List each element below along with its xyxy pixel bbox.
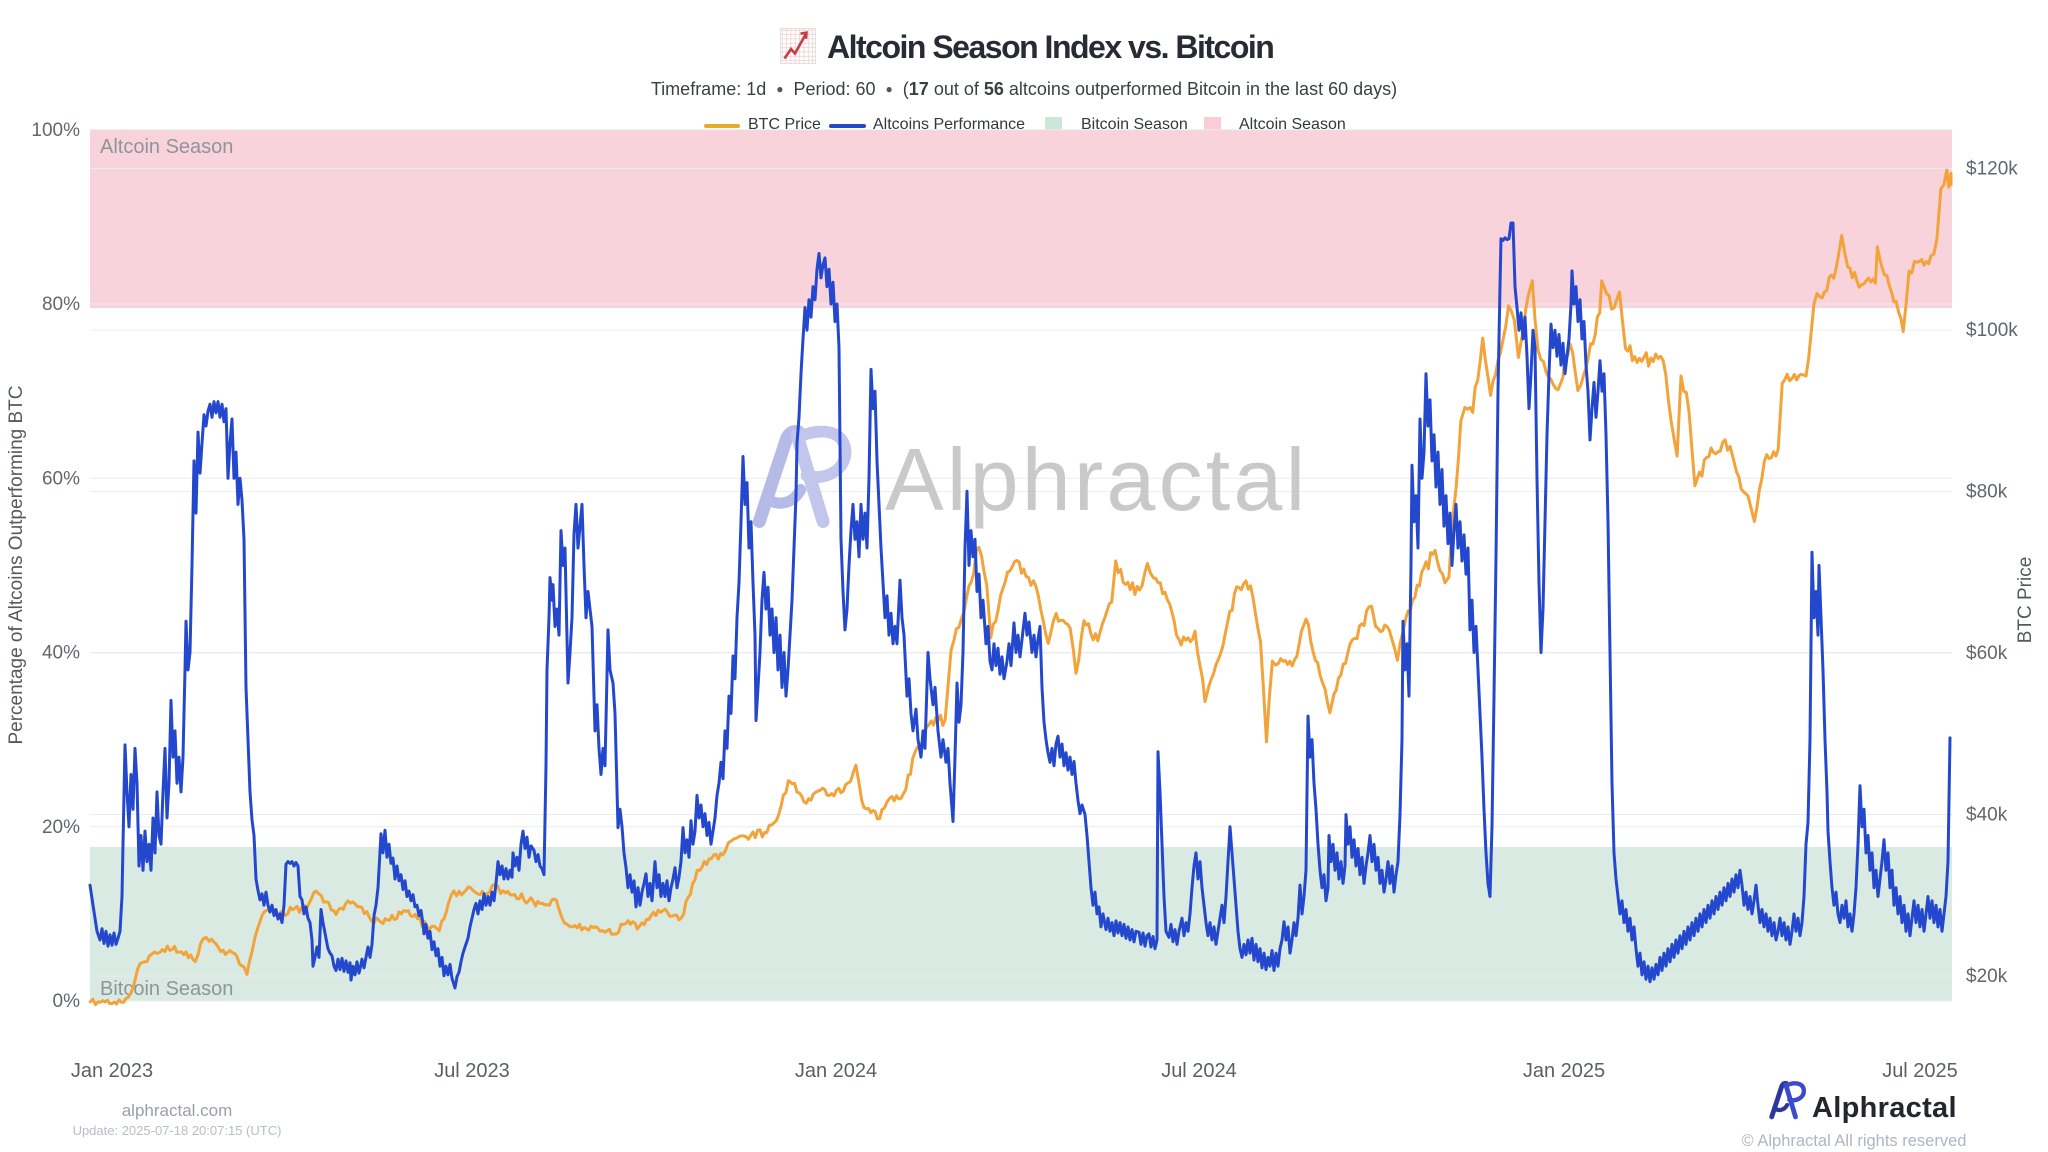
- svg-text:Jul 2024: Jul 2024: [1161, 1060, 1237, 1082]
- svg-text:20%: 20%: [42, 817, 80, 838]
- svg-text:$100k: $100k: [1966, 320, 2018, 341]
- svg-text:Jan 2023: Jan 2023: [71, 1060, 153, 1082]
- svg-text:Update: 2025-07-18 20:07:15 (U: Update: 2025-07-18 20:07:15 (UTC): [73, 1123, 282, 1138]
- svg-text:$60k: $60k: [1966, 643, 2008, 664]
- svg-text:Jul 2025: Jul 2025: [1882, 1060, 1958, 1082]
- svg-text:80%: 80%: [42, 294, 80, 315]
- svg-text:Jan 2025: Jan 2025: [1523, 1060, 1605, 1082]
- svg-text:$40k: $40k: [1966, 805, 2008, 826]
- svg-text:$120k: $120k: [1966, 159, 2018, 180]
- svg-text:$20k: $20k: [1966, 966, 2008, 987]
- svg-text:Alphractal: Alphractal: [1812, 1092, 1957, 1124]
- svg-text:© Alphractal All rights reserv: © Alphractal All rights reserved: [1742, 1132, 1967, 1150]
- svg-text:Jul 2023: Jul 2023: [434, 1060, 510, 1082]
- svg-text:Percentage of Altcoins Outperf: Percentage of Altcoins Outperforming BTC: [6, 385, 27, 744]
- svg-text:40%: 40%: [42, 643, 80, 664]
- svg-text:alphractal.com: alphractal.com: [122, 1101, 233, 1120]
- svg-text:Jan 2024: Jan 2024: [795, 1060, 877, 1082]
- svg-text:Altcoin Season: Altcoin Season: [100, 136, 233, 158]
- svg-text:Alphractal: Alphractal: [885, 430, 1308, 529]
- svg-text:Bitcoin Season: Bitcoin Season: [100, 978, 233, 1000]
- svg-text:0%: 0%: [53, 991, 81, 1012]
- svg-text:$80k: $80k: [1966, 482, 2008, 503]
- svg-text:60%: 60%: [42, 468, 80, 489]
- svg-text:BTC Price: BTC Price: [2015, 557, 2036, 644]
- svg-text:100%: 100%: [31, 120, 80, 141]
